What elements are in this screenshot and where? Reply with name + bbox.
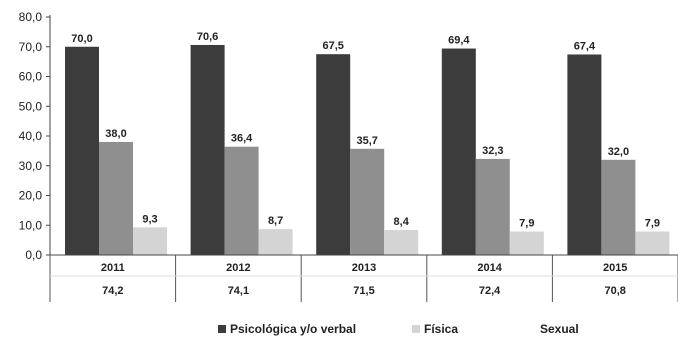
y-tick-label: 10,0 [19, 218, 43, 232]
data-label: 7,9 [519, 217, 534, 229]
legend-label-sexual: Sexual [540, 322, 579, 336]
data-label: 69,4 [448, 35, 470, 47]
data-label: 8,7 [268, 215, 283, 227]
x-category-label: 2013 [352, 262, 376, 274]
data-table: 2011 74,2 2012 74,1 2013 71,5 2014 72,4 2015 70,8 [49, 254, 678, 302]
bar-2011-series-1 [99, 141, 133, 255]
legend-item-sexual: Sexual [528, 322, 579, 336]
data-label: 35,7 [356, 135, 377, 147]
data-label: 67,4 [574, 40, 596, 52]
table-value: 71,5 [353, 285, 374, 297]
bar-2011-series-2 [133, 227, 167, 255]
y-tick-label: 60,0 [19, 70, 43, 84]
data-label: 7,9 [645, 217, 660, 229]
bar-2012-series-0 [190, 44, 225, 256]
table-value: 72,4 [479, 285, 501, 297]
bar-2014-series-1 [475, 158, 510, 255]
data-label: 36,4 [231, 133, 253, 145]
y-tick-label: 40,0 [19, 129, 43, 143]
bar-2015-series-2 [635, 231, 670, 255]
legend-item-psicologica: Psicológica y/o verbal [218, 322, 356, 336]
legend-label-psicologica: Psicológica y/o verbal [230, 322, 357, 336]
data-label: 38,0 [105, 128, 126, 140]
y-axis: 0,0 10,0 20,0 30,0 40,0 50,0 60,0 70,0 80,0 [19, 10, 51, 262]
data-label: 32,0 [608, 146, 629, 158]
bar-2013-series-2 [384, 230, 419, 255]
data-label: 8,4 [394, 216, 410, 228]
data-label: 70,0 [71, 33, 92, 45]
legend-swatch-fisica [412, 325, 420, 333]
legend-label-fisica: Física [424, 322, 459, 336]
table-value: 74,2 [102, 285, 123, 297]
x-category-label: 2012 [226, 262, 250, 274]
y-tick-label: 50,0 [19, 99, 43, 113]
legend: Psicológica y/o verbal Física Sexual [0, 322, 678, 344]
bar-2012-series-1 [224, 146, 259, 255]
x-category-label: 2015 [603, 262, 627, 274]
bar-2011-series-0 [65, 46, 99, 255]
table-value: 70,8 [604, 285, 625, 297]
legend-swatch-sexual [528, 325, 536, 333]
bar-2014-series-0 [441, 48, 476, 255]
y-tick-label: 20,0 [19, 189, 43, 203]
data-label: 67,5 [322, 40, 343, 52]
bar-2013-series-1 [350, 148, 385, 255]
x-category-label: 2011 [101, 262, 125, 274]
bar-chart: 0,0 10,0 20,0 30,0 40,0 50,0 60,0 70,0 80,0 70,0… [19, 10, 678, 302]
bar-2015-series-0 [567, 54, 602, 255]
y-tick-label: 0,0 [25, 248, 42, 262]
y-tick-label: 80,0 [19, 10, 43, 24]
legend-swatch-psicologica [218, 325, 226, 333]
data-label: 70,6 [197, 31, 218, 43]
y-tick-label: 70,0 [19, 40, 43, 54]
table-value: 74,1 [228, 285, 249, 297]
data-label: 32,3 [482, 145, 503, 157]
y-tick-label: 30,0 [19, 159, 43, 173]
x-category-label: 2014 [477, 262, 502, 274]
bar-2015-series-1 [601, 159, 636, 255]
data-label: 9,3 [142, 213, 157, 225]
legend-item-fisica: Física [412, 322, 458, 336]
bar-2013-series-0 [316, 54, 351, 255]
bar-2012-series-2 [258, 229, 293, 255]
bar-2014-series-2 [509, 231, 544, 255]
bars: 70,0 70,6 67,5 69,4 67,4 38,0 36,4 35,7 32,3 32,0… [65, 31, 670, 256]
